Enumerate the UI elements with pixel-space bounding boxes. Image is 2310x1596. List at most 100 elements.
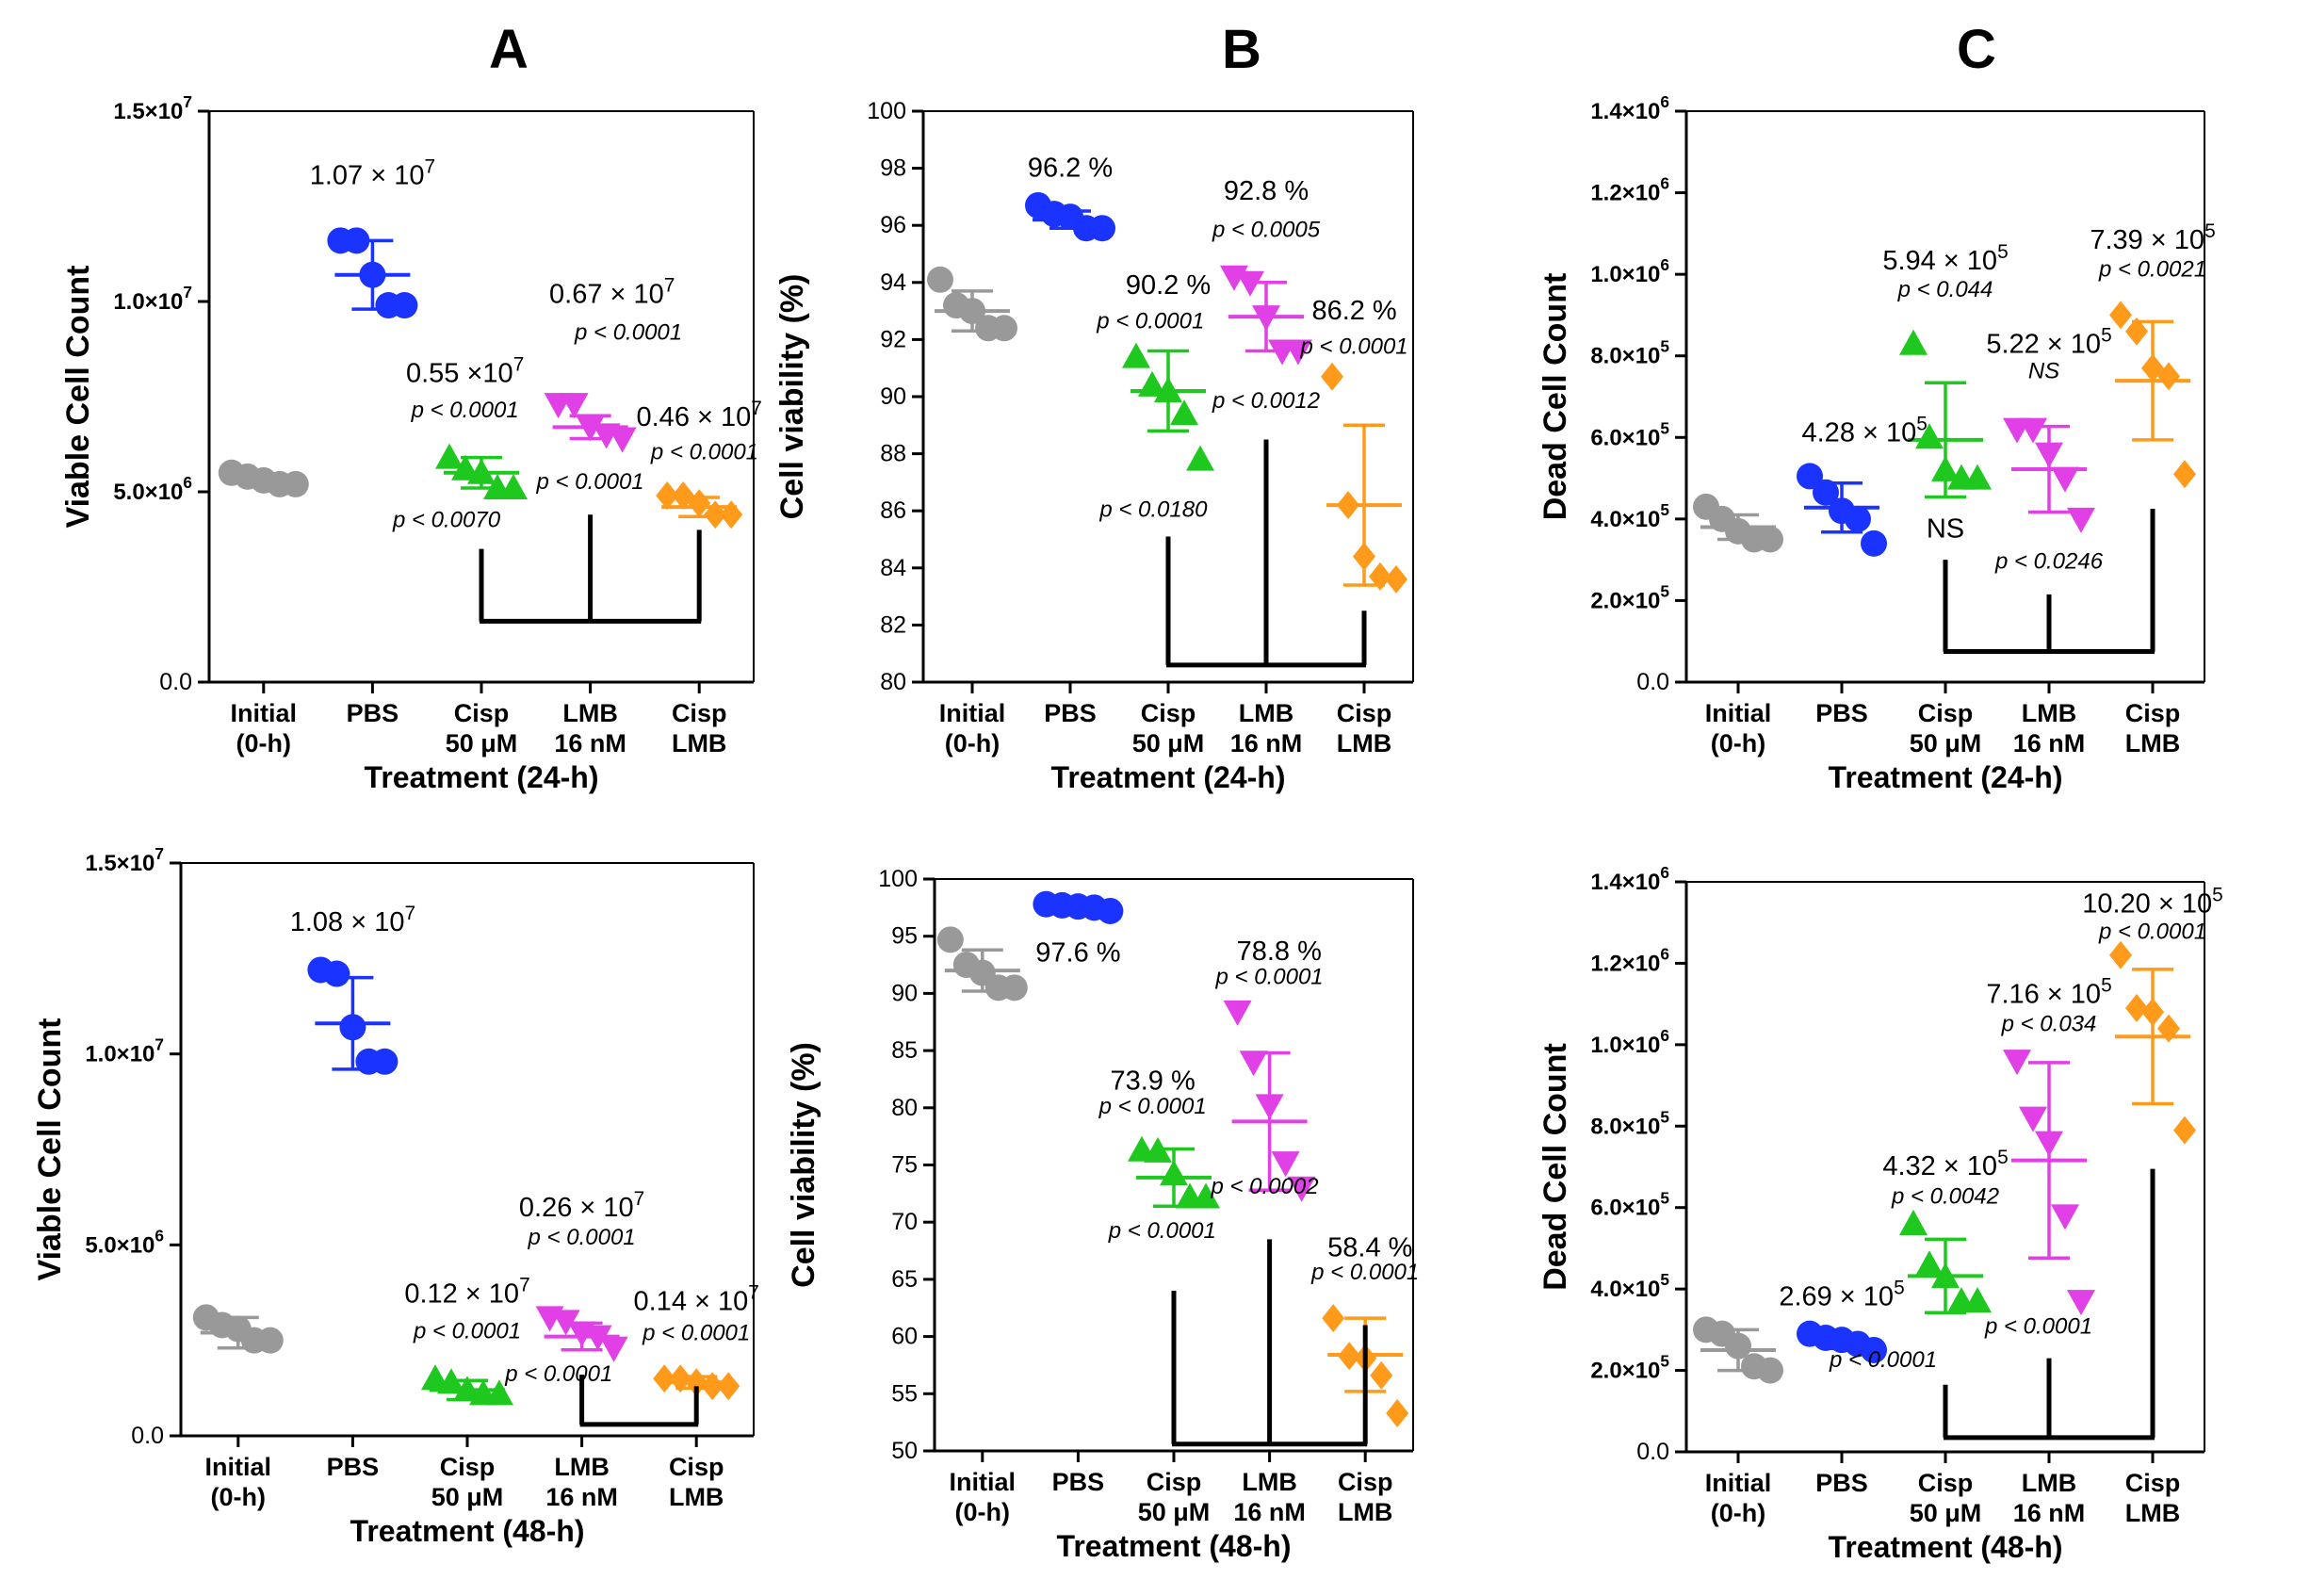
data-point [1861, 529, 1887, 557]
data-point [1845, 505, 1871, 532]
group-2 [1025, 191, 1115, 242]
x-tick-label: PBS [347, 699, 399, 727]
annotation: 96.2 % [1028, 154, 1113, 184]
data-point [323, 960, 350, 987]
y-tick-label: 6.0×105 [1590, 418, 1669, 450]
chart-A48: 0.0 5.0×106 1.0×107 1.5×107 Initial(0-h) PBS C… [32, 844, 759, 1548]
annotation: 7.39 × 105 [2090, 220, 2215, 255]
x-tick-label: LMB [2125, 1499, 2180, 1527]
group-2 [1797, 463, 1887, 557]
y-tick-label: 8.0×105 [1590, 337, 1669, 369]
x-tick-label: PBS [1052, 1468, 1105, 1496]
data-point [1321, 362, 1343, 391]
annotation: 0.26 × 107 [519, 1188, 644, 1223]
y-tick-label: 84 [880, 555, 906, 581]
y-tick-label: 0.0 [1636, 1439, 1669, 1465]
data-point [2157, 362, 2180, 391]
y-tick-label: 100 [878, 866, 918, 892]
annotation: 5.94 × 105 [1882, 241, 2008, 276]
annotation: p < 0.0001 [642, 1320, 750, 1345]
data-point [2067, 507, 2095, 533]
annotation: 0.46 × 107 [637, 398, 762, 432]
x-tick-label: (0-h) [1711, 729, 1765, 757]
data-point [421, 1364, 449, 1391]
y-axis-label: Cell viability (%) [786, 1042, 822, 1288]
annotation: 78.8 % [1237, 936, 1322, 967]
x-tick-label: (0-h) [1711, 1499, 1765, 1527]
x-tick-label: (0-h) [236, 729, 291, 757]
y-axis-label: Dead Cell Count [1537, 273, 1573, 521]
y-tick-label: 55 [891, 1380, 918, 1407]
group-1 [1693, 1316, 1783, 1384]
chart-C48: 0.0 2.0×105 4.0×105 6.0×105 8.0×105 1.0×106 1.… [1537, 863, 2223, 1564]
annotation: 7.16 × 105 [1986, 974, 2111, 1009]
x-tick-label: 50 μM [1132, 729, 1205, 757]
y-tick-label: 5.0×106 [113, 473, 192, 505]
y-tick-label: 82 [880, 611, 906, 638]
y-tick-label: 70 [891, 1209, 918, 1235]
chart-B24: 80 82 84 86 88 90 92 94 96 98 100 Initial(0-h) PBS Ci… [774, 98, 1414, 794]
data-point [1223, 1000, 1252, 1026]
annotation: p < 0.0001 [1096, 308, 1204, 334]
data-point [391, 292, 418, 319]
y-tick-label: 98 [880, 155, 906, 182]
y-tick-label: 1.2×106 [1590, 944, 1669, 976]
annotation: p < 0.0001 [536, 469, 644, 495]
x-tick-label: LMB [562, 699, 617, 727]
significance-bracket [1943, 1168, 2155, 1441]
y-tick-label: 8.0×105 [1590, 1107, 1669, 1139]
x-tick-label: Initial [950, 1468, 1017, 1496]
data-point [2003, 1050, 2031, 1076]
x-tick-label: 16 nM [545, 1483, 618, 1511]
data-point [669, 1364, 692, 1393]
y-tick-label: 0.0 [159, 669, 192, 695]
x-tick-label: PBS [1815, 1469, 1868, 1497]
y-tick-label: 65 [891, 1266, 918, 1293]
y-tick-label: 1.2×106 [1590, 174, 1669, 206]
x-tick-label: (0-h) [955, 1498, 1010, 1526]
x-tick-label: Cisp [672, 699, 727, 727]
x-tick-label: LMB [1239, 699, 1293, 727]
annotation: p < 0.0001 [1108, 1218, 1216, 1244]
data-point [1239, 1050, 1268, 1077]
data-point [2109, 301, 2132, 330]
panel-letter-b: B [1222, 19, 1261, 80]
annotation: 92.8 % [1224, 176, 1309, 206]
group-1 [936, 926, 1028, 1002]
group-3 [1899, 1210, 1992, 1314]
x-tick-label: Cisp [1147, 1468, 1202, 1496]
data-point [717, 1372, 740, 1401]
annotation: 90.2 % [1126, 270, 1211, 301]
x-tick-label: Cisp [2125, 1469, 2181, 1497]
annotation: p < 0.0001 [504, 1361, 612, 1387]
x-tick-label: Initial [1705, 699, 1772, 727]
y-tick-label: 60 [891, 1324, 918, 1350]
y-tick-label: 1.0×106 [1590, 255, 1669, 287]
group-1 [218, 459, 309, 497]
x-tick-label: LMB [672, 729, 726, 757]
x-tick-label: Cisp [2125, 699, 2181, 727]
y-axis-label: Dead Cell Count [1537, 1043, 1573, 1291]
data-point [2125, 317, 2148, 346]
annotation: p < 0.0001 [411, 398, 519, 423]
data-point [2173, 460, 2196, 489]
group-4 [1223, 1000, 1316, 1202]
annotation: 5.22 × 105 [1986, 324, 2111, 359]
x-tick-label: Cisp [669, 1453, 724, 1481]
group-5 [2109, 301, 2196, 489]
group-5 [653, 1364, 740, 1401]
y-tick-label: 1.5×107 [113, 92, 192, 124]
group-5 [656, 481, 743, 529]
group-2 [327, 227, 418, 319]
y-tick-label: 1.0×107 [85, 1035, 164, 1067]
y-tick-label: 96 [880, 212, 906, 238]
x-tick-label: (0-h) [211, 1483, 266, 1511]
data-point [2019, 1106, 2047, 1132]
annotation: 0.55 ×107 [406, 354, 524, 389]
y-axis-label: Viable Cell Count [60, 266, 96, 529]
x-axis-label: Treatment (24-h) [365, 760, 599, 794]
x-tick-label: LMB [2022, 1469, 2076, 1497]
group-4 [1220, 265, 1312, 366]
data-point [2067, 1290, 2095, 1316]
data-point [1915, 1250, 1944, 1277]
